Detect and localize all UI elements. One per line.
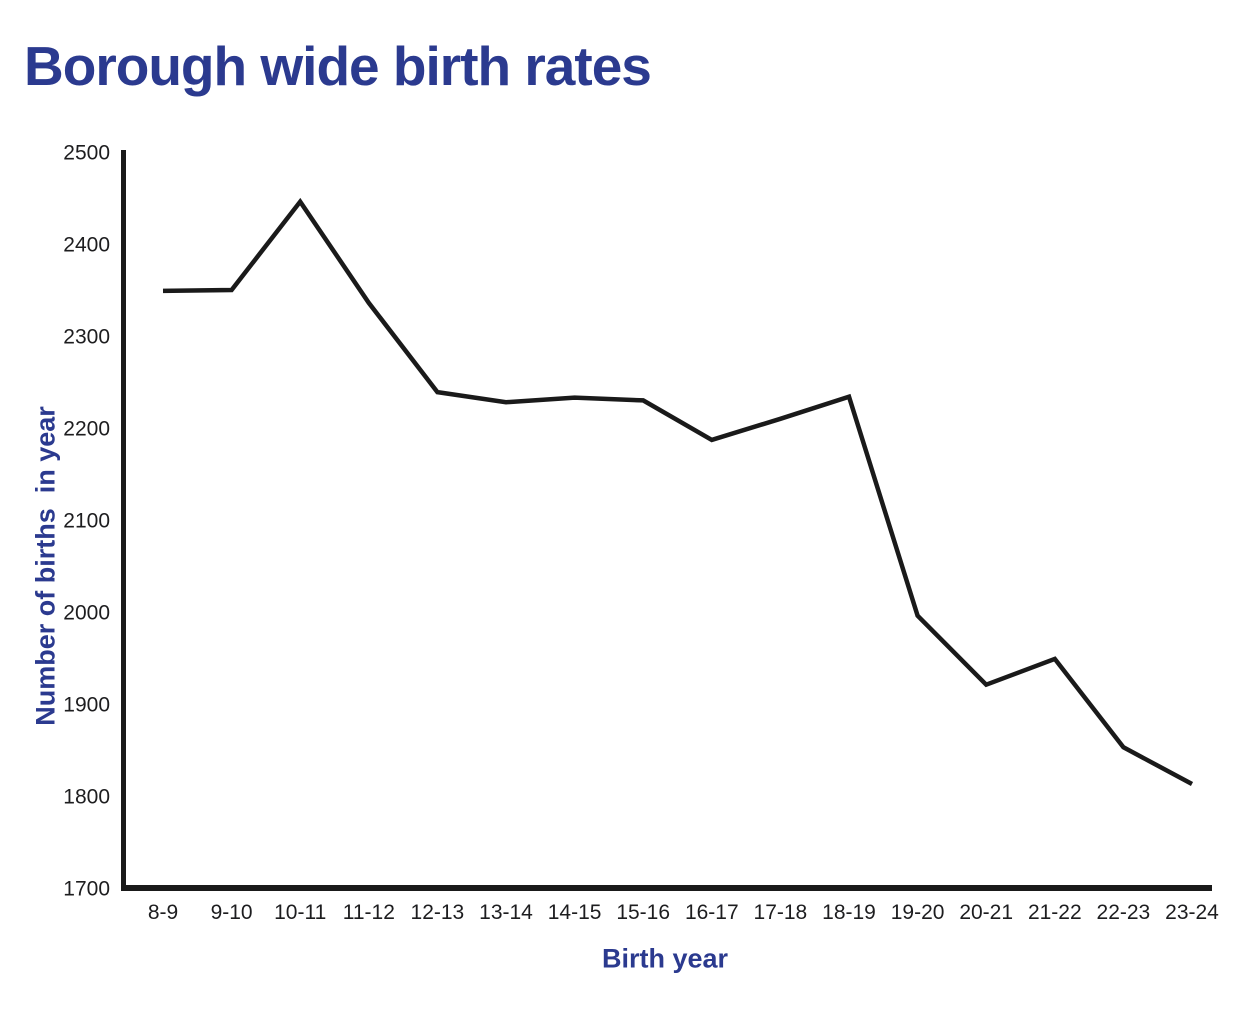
y-tick-label: 2000 <box>63 602 110 625</box>
x-tick-label: 21-22 <box>1028 901 1082 924</box>
y-tick-label: 1700 <box>63 878 110 901</box>
page-title: Borough wide birth rates <box>24 35 652 97</box>
x-tick-label: 17-18 <box>754 901 808 924</box>
y-tick-label: 1800 <box>63 786 110 809</box>
x-tick-label: 20-21 <box>959 901 1013 924</box>
x-tick-label: 12-13 <box>411 901 465 924</box>
y-tick-label: 2300 <box>63 326 110 349</box>
x-tick-label: 16-17 <box>685 901 739 924</box>
x-axis-title: Birth year <box>601 943 729 974</box>
x-tick-label: 23-24 <box>1165 901 1219 924</box>
x-tick-label: 9-10 <box>211 901 253 924</box>
x-tick-label: 10-11 <box>274 901 326 924</box>
x-tick-label: 13-14 <box>479 901 533 924</box>
y-tick-label: 2500 <box>63 142 110 165</box>
y-tick-label: 2400 <box>63 234 110 257</box>
y-tick-label: 2100 <box>63 510 110 533</box>
x-tick-label: 8-9 <box>148 901 178 924</box>
x-tick-label: 22-23 <box>1097 901 1151 924</box>
y-tick-label: 2200 <box>63 418 110 441</box>
x-tick-label: 15-16 <box>616 901 670 924</box>
y-tick-label: 1900 <box>63 694 110 717</box>
birth-rate-line <box>162 197 1194 787</box>
x-tick-label: 14-15 <box>548 901 602 924</box>
x-tick-label: 19-20 <box>891 901 945 924</box>
x-tick-label: 11-12 <box>343 901 395 924</box>
x-tick-label: 18-19 <box>822 901 876 924</box>
